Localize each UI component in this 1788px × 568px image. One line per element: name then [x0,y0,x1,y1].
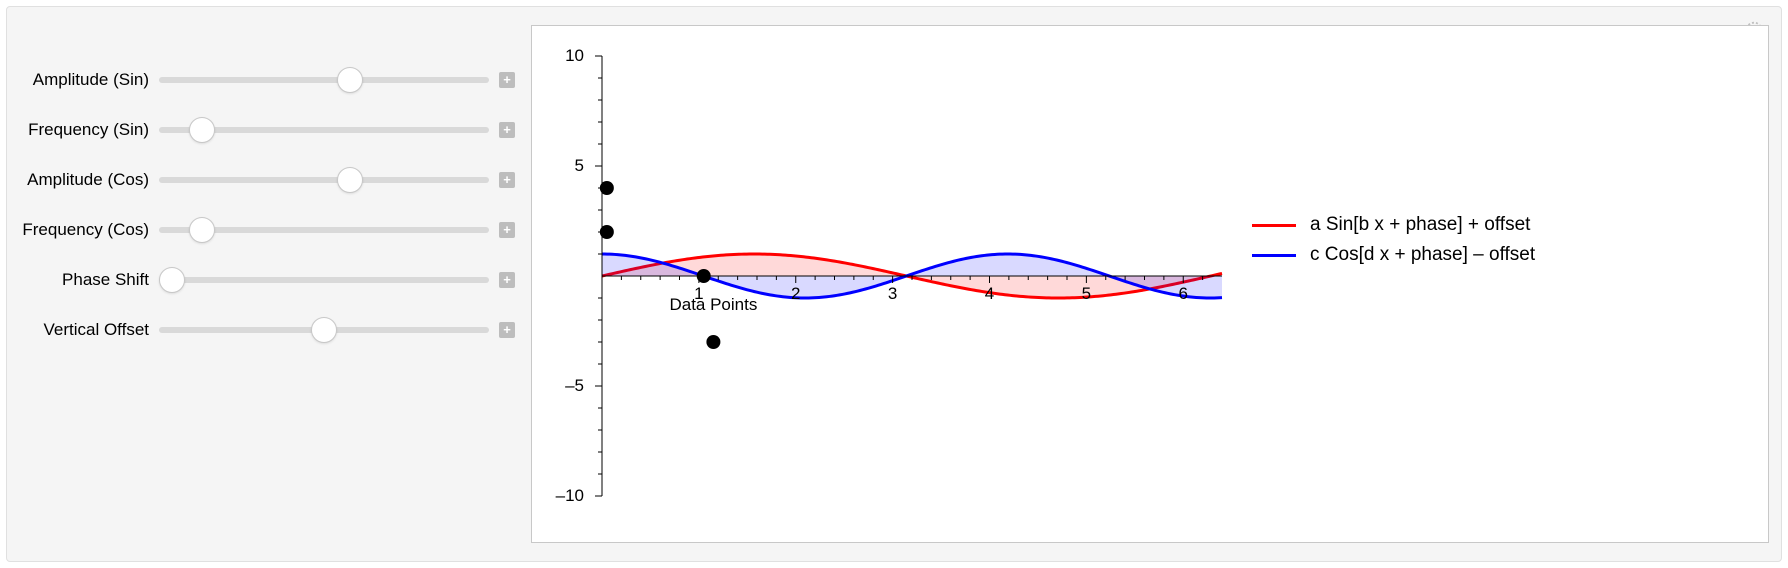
control-row-vertical-offset: Vertical Offset + [19,305,515,355]
controls-column: Amplitude (Sin)+Frequency (Sin)+Amplitud… [13,25,523,543]
control-row-amplitude-sin: Amplitude (Sin) + [19,55,515,105]
x-tick-label: 2 [791,284,800,304]
slider-thumb[interactable] [189,117,215,143]
legend-label: c Cos[d x + phase] – offset [1310,244,1535,266]
legend-item-cos: c Cos[d x + phase] – offset [1252,244,1535,266]
x-tick-label: 4 [985,284,994,304]
data-point [600,181,614,195]
expand-button[interactable]: + [499,72,515,88]
slider-thumb[interactable] [311,317,337,343]
legend: a Sin[b x + phase] + offset c Cos[d x + p… [1252,206,1535,274]
slider-amplitude-cos[interactable] [159,165,489,195]
expand-button[interactable]: + [499,222,515,238]
slider-phase-shift[interactable] [159,265,489,295]
slider-thumb[interactable] [337,67,363,93]
expand-button[interactable]: + [499,272,515,288]
control-label: Amplitude (Cos) [19,170,159,190]
control-label: Vertical Offset [19,320,159,340]
y-tick-label: 5 [575,156,592,176]
data-point [706,335,720,349]
control-row-phase-shift: Phase Shift + [19,255,515,305]
control-row-frequency-cos: Frequency (Cos) + [19,205,515,255]
x-tick-label: 3 [888,284,897,304]
y-tick-label: –5 [565,376,592,396]
data-point [697,269,711,283]
expand-button[interactable]: + [499,122,515,138]
expand-button[interactable]: + [499,172,515,188]
control-label: Frequency (Cos) [19,220,159,240]
y-tick-label: –10 [556,486,592,506]
y-tick-label: 10 [565,46,592,66]
slider-track [159,77,489,83]
slider-frequency-sin[interactable] [159,115,489,145]
control-label: Amplitude (Sin) [19,70,159,90]
slider-thumb[interactable] [337,167,363,193]
slider-track [159,177,489,183]
slider-vertical-offset[interactable] [159,315,489,345]
manipulate-panel: Amplitude (Sin)+Frequency (Sin)+Amplitud… [6,6,1782,562]
legend-item-sin: a Sin[b x + phase] + offset [1252,214,1535,236]
control-label: Frequency (Sin) [19,120,159,140]
x-tick-label: 5 [1082,284,1091,304]
expand-button[interactable]: + [499,322,515,338]
legend-swatch [1252,254,1296,257]
control-label: Phase Shift [19,270,159,290]
legend-swatch [1252,224,1296,227]
slider-frequency-cos[interactable] [159,215,489,245]
slider-thumb[interactable] [159,267,185,293]
data-point [600,225,614,239]
slider-track [159,277,489,283]
annotation-label: Data Points [669,295,757,315]
slider-thumb[interactable] [189,217,215,243]
control-row-amplitude-cos: Amplitude (Cos) + [19,155,515,205]
axes [602,56,1222,496]
x-tick-label: 6 [1179,284,1188,304]
slider-amplitude-sin[interactable] [159,65,489,95]
control-row-frequency-sin: Frequency (Sin) + [19,105,515,155]
legend-label: a Sin[b x + phase] + offset [1310,214,1530,236]
chart-panel: –10–5510123456Data Points a Sin[b x + ph… [531,25,1769,543]
plot-area: –10–5510123456Data Points [602,56,1222,496]
